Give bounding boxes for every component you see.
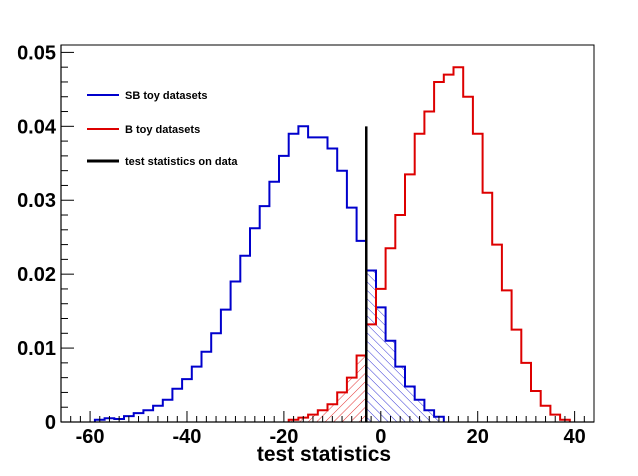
x-tick-label: -60	[76, 426, 105, 448]
histogram-bin	[269, 182, 279, 422]
histogram-bin	[192, 367, 202, 422]
shaded-tail-areas	[288, 270, 444, 422]
x-tick-label: 20	[467, 426, 489, 448]
x-tick-label: -40	[173, 426, 202, 448]
histogram-bin	[512, 330, 522, 422]
histogram-bin	[444, 75, 454, 422]
histogram-bin	[221, 310, 231, 422]
histogram-bin	[463, 97, 473, 422]
legend: SB toy datasets B toy datasets test statis…	[87, 90, 238, 168]
histogram-bin	[279, 156, 289, 422]
y-tick-label: 0.03	[17, 190, 56, 212]
axes: -60 -40 -20 0 20 40 0 0.01 0.02 0.03 0.04 0.05	[17, 42, 595, 448]
y-tick-label: 0.04	[17, 116, 57, 138]
legend-label: SB toy datasets	[125, 90, 208, 102]
x-tick-label: -20	[269, 426, 298, 448]
histogram-bin	[337, 171, 347, 422]
legend-label: B toy datasets	[125, 124, 200, 136]
histogram-bin	[260, 206, 270, 422]
histogram-bin	[521, 363, 531, 422]
y-tick-label: 0.02	[17, 264, 56, 286]
y-tick-label: 0	[45, 412, 56, 434]
histogram-bin	[434, 82, 444, 422]
histogram-bin	[386, 248, 396, 422]
series-b	[287, 66, 571, 423]
histogram-bin	[502, 290, 512, 422]
series-outline	[93, 125, 445, 422]
histogram-bin	[454, 67, 464, 422]
x-axis-title: test statistics	[257, 443, 391, 466]
histogram-series	[93, 66, 571, 423]
histogram-bin	[366, 324, 376, 422]
histogram-bin	[240, 256, 250, 422]
y-tick-label: 0.05	[17, 42, 56, 64]
legend-entry: B toy datasets	[87, 124, 200, 136]
histogram-bin	[211, 333, 221, 422]
histogram-bin	[473, 134, 483, 422]
histogram-bin	[405, 174, 415, 422]
histogram-bin	[357, 356, 367, 423]
histogram-bin	[318, 137, 328, 422]
legend-entry: SB toy datasets	[87, 90, 208, 102]
histogram-bin	[298, 126, 308, 422]
histogram-bin	[483, 193, 493, 422]
shaded-tail-b	[288, 355, 367, 422]
series-sb	[93, 125, 445, 423]
legend-label: test statistics on data	[125, 156, 238, 168]
histogram-bin	[231, 282, 241, 423]
histogram-bin	[328, 149, 338, 423]
series-outline	[287, 66, 571, 422]
legend-entry: test statistics on data	[87, 156, 238, 168]
histogram-bin	[424, 112, 434, 423]
x-tick-label: 0	[375, 426, 386, 448]
histogram-bin	[415, 134, 425, 422]
histogram-bin	[347, 378, 357, 422]
x-tick-label: 40	[563, 426, 585, 448]
y-tick-label: 0.01	[17, 338, 56, 360]
shaded-tail-sb	[366, 270, 444, 422]
histogram-bin	[289, 134, 299, 422]
histogram-bin	[492, 245, 502, 422]
histogram-bin	[376, 289, 386, 422]
histogram-bin	[308, 137, 318, 422]
histogram-bin	[202, 352, 212, 422]
histogram-bin	[250, 228, 260, 422]
histogram-bin	[395, 215, 405, 422]
